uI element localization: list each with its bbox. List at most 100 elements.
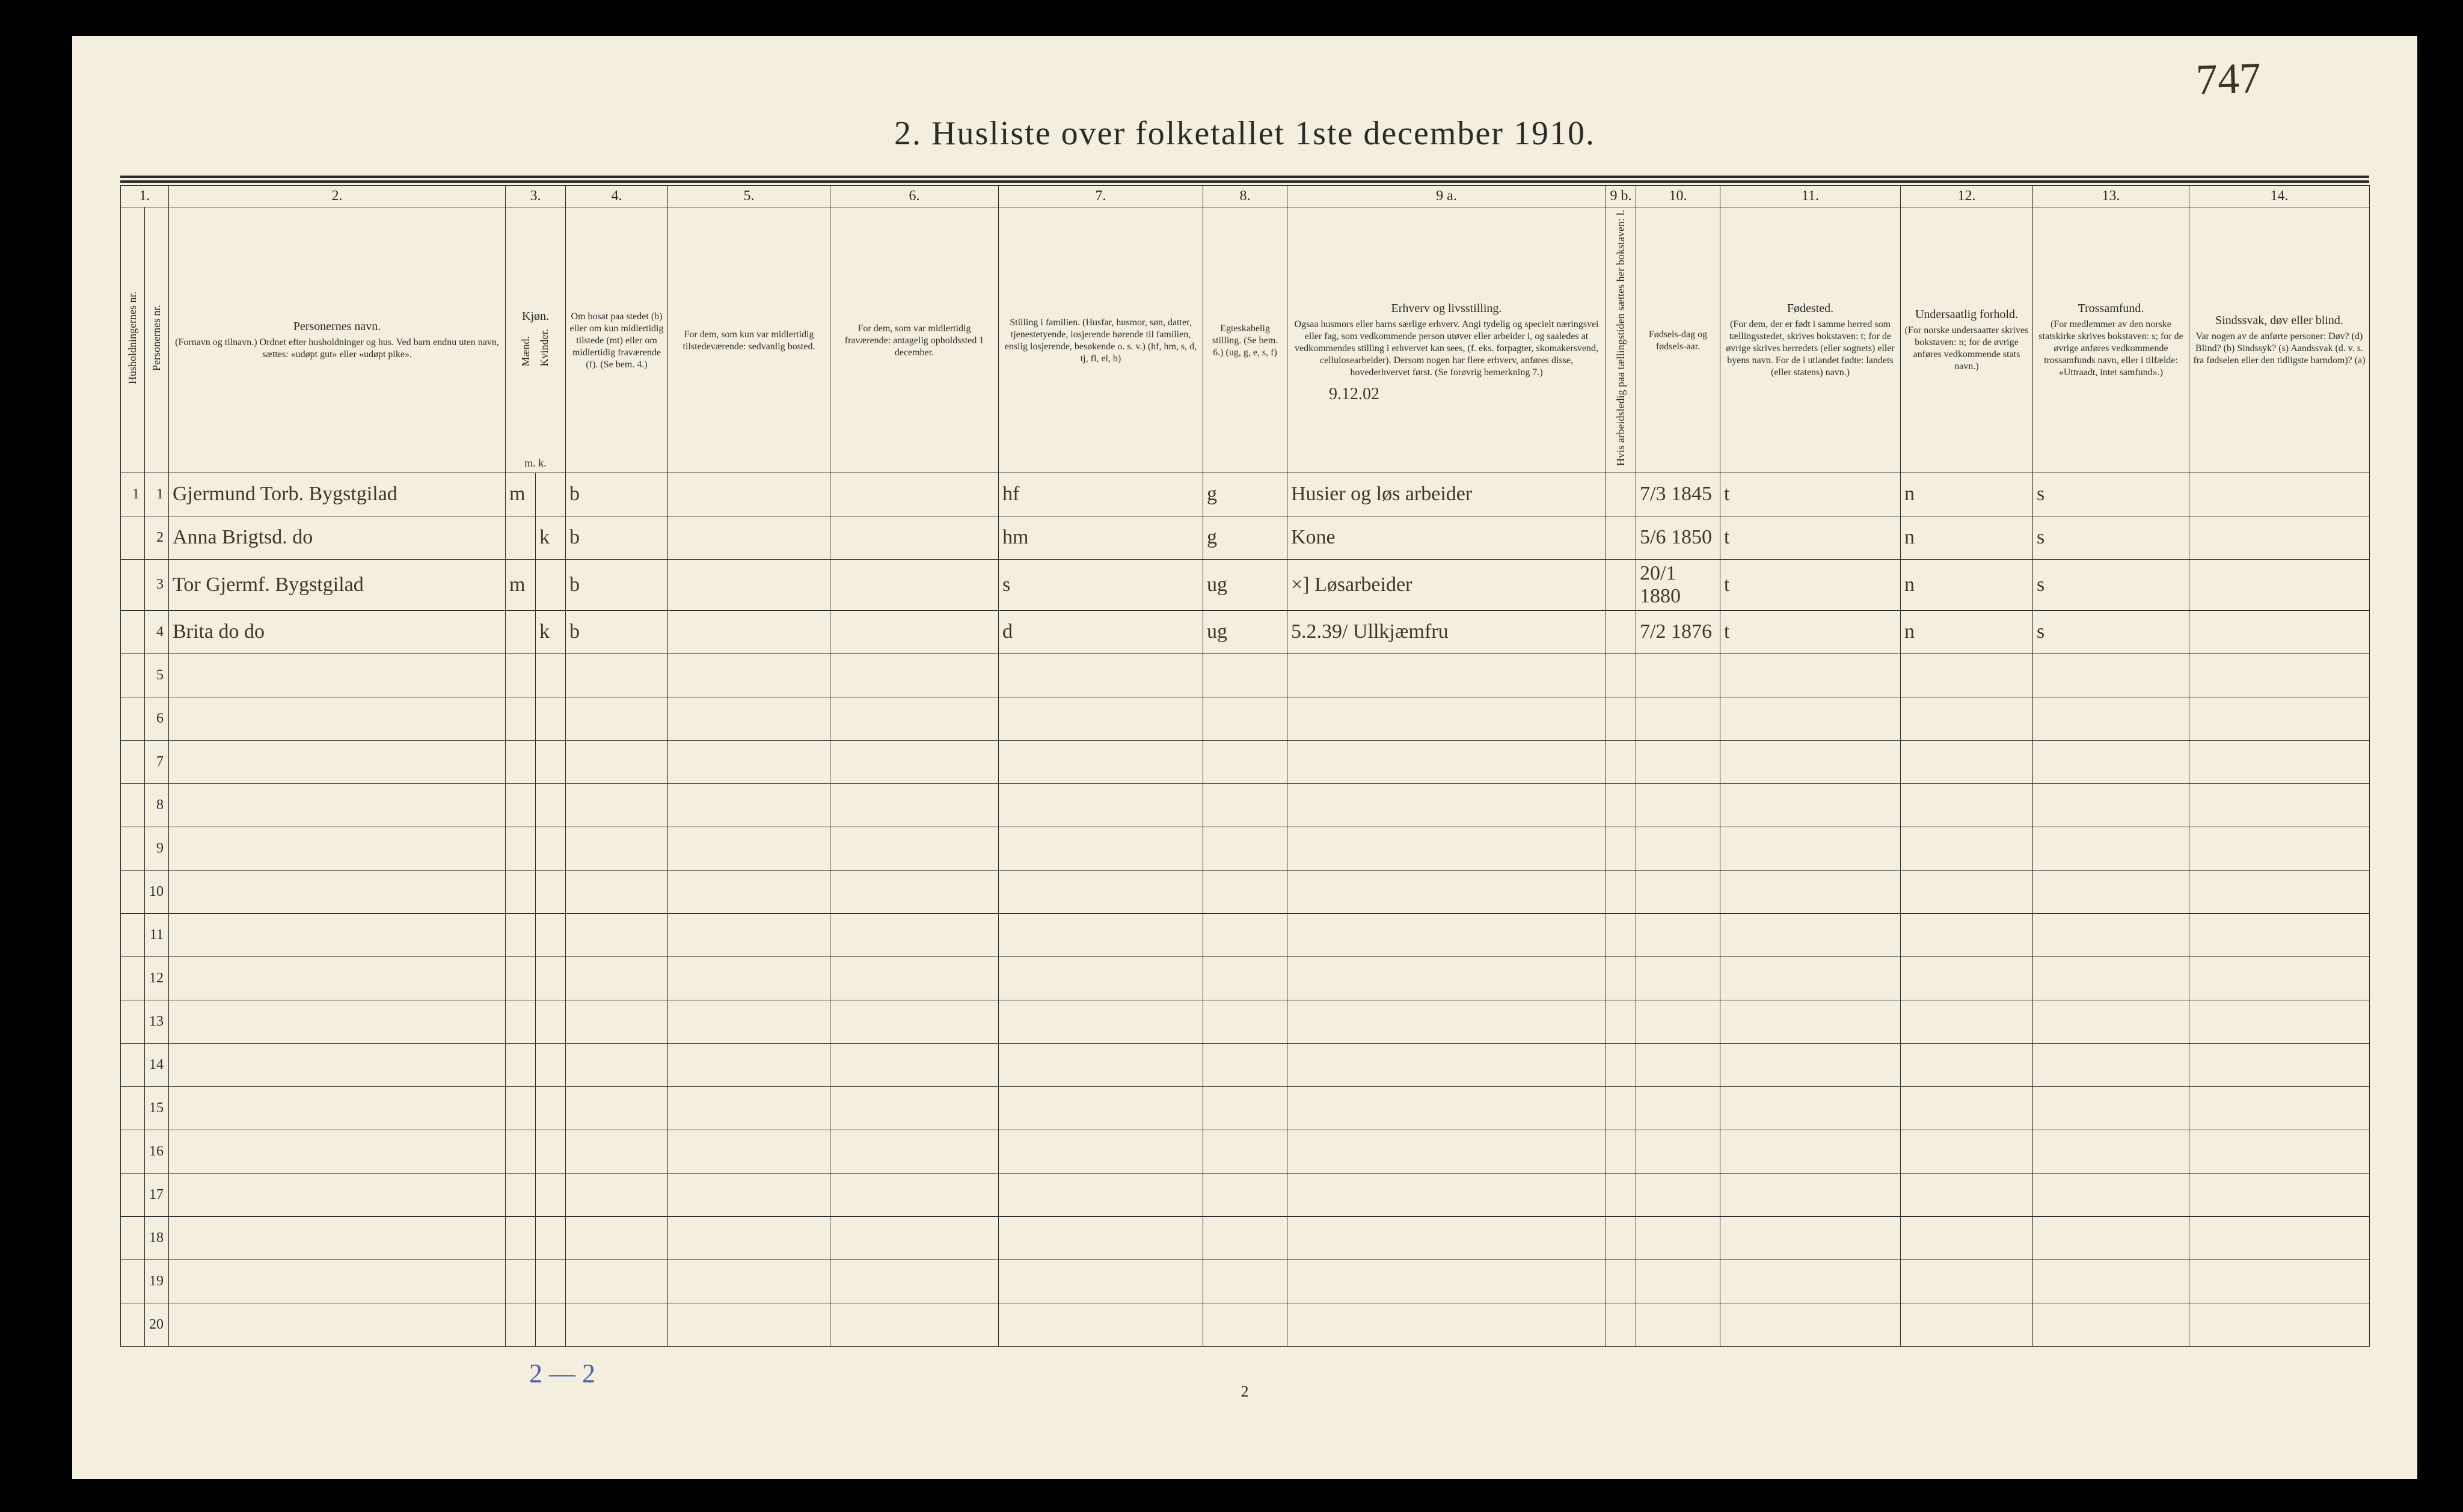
col-num: 9 b. (1606, 186, 1636, 207)
cell-empty (121, 653, 145, 697)
cell-empty (1606, 653, 1636, 697)
cell-empty (1287, 783, 1606, 827)
cell-empty (536, 740, 566, 783)
cell-erhverv: ×] Løsarbeider (1287, 559, 1606, 610)
cell-empty (1720, 653, 1901, 697)
cell-empty (668, 1216, 830, 1259)
cell-stilling: s (999, 559, 1203, 610)
cell-erhverv: Kone (1287, 516, 1606, 559)
cell-empty (999, 870, 1203, 913)
cell-fodested: t (1720, 559, 1901, 610)
cell-empty (830, 1173, 999, 1216)
cell-undersaat: n (1901, 473, 2033, 516)
cell-empty (830, 1043, 999, 1086)
cell-empty (169, 1259, 506, 1303)
cell-empty (1636, 1173, 1720, 1216)
cell-stilling: d (999, 610, 1203, 653)
cell-empty (1287, 1000, 1606, 1043)
cell-empty (1901, 1130, 2033, 1173)
cell-empty (1720, 1259, 1901, 1303)
cell-empty (2033, 1259, 2189, 1303)
cell-empty: 20 (145, 1303, 169, 1346)
cell-empty (536, 1216, 566, 1259)
table-row: 19 (121, 1259, 2370, 1303)
cell-empty (566, 956, 668, 1000)
cell-egte: g (1203, 516, 1287, 559)
cell-empty (1606, 1000, 1636, 1043)
cell-midl-tilstede (668, 559, 830, 610)
cell-empty (2189, 783, 2370, 827)
cell-empty (1606, 1216, 1636, 1259)
cell-empty (2033, 913, 2189, 956)
cell-tros: s (2033, 516, 2189, 559)
cell-empty (1720, 740, 1901, 783)
cell-name: Brita do do (169, 610, 506, 653)
cell-empty (999, 1216, 1203, 1259)
col-header-midl-tilstede: For dem, som kun var midlertidig tilsted… (668, 207, 830, 473)
cell-empty (1287, 1216, 1606, 1259)
cell-empty (566, 1130, 668, 1173)
col-num: 12. (1901, 186, 2033, 207)
cell-empty (668, 1086, 830, 1130)
cell-empty (999, 827, 1203, 870)
cell-empty (169, 1086, 506, 1130)
cell-empty (2189, 1216, 2370, 1259)
cell-empty (169, 1173, 506, 1216)
cell-empty (2033, 1043, 2189, 1086)
cell-empty (830, 1303, 999, 1346)
cell-empty (1287, 827, 1606, 870)
cell-empty (2033, 956, 2189, 1000)
census-table: 1. 2. 3. 4. 5. 6. 7. 8. 9 a. 9 b. 10. 11… (120, 185, 2370, 1347)
cell-empty (1287, 653, 1606, 697)
cell-sindssvak (2189, 516, 2370, 559)
col-num: 6. (830, 186, 999, 207)
cell-empty (506, 783, 536, 827)
cell-empty (536, 956, 566, 1000)
cell-empty (999, 1130, 1203, 1173)
cell-empty (1287, 1259, 1606, 1303)
cell-empty (1203, 1130, 1287, 1173)
cell-empty (169, 697, 506, 740)
cell-empty (1203, 1303, 1287, 1346)
cell-empty (1901, 1043, 2033, 1086)
cell-empty (1636, 1303, 1720, 1346)
col-num: 13. (2033, 186, 2189, 207)
cell-empty (668, 827, 830, 870)
cell-person-nr: 2 (145, 516, 169, 559)
cell-empty (506, 1216, 536, 1259)
cell-empty (999, 783, 1203, 827)
cell-sindssvak (2189, 559, 2370, 610)
table-row: 11 (121, 913, 2370, 956)
col-num: 9 a. (1287, 186, 1606, 207)
cell-empty (169, 827, 506, 870)
cell-empty (1203, 740, 1287, 783)
cell-empty (2189, 653, 2370, 697)
cell-empty (2189, 1173, 2370, 1216)
col-header-fodsel: Fødsels-dag og fødsels-aar. (1636, 207, 1720, 473)
col-num: 1. (121, 186, 169, 207)
cell-fodsel: 7/3 1845 (1636, 473, 1720, 516)
cell-empty (1287, 1173, 1606, 1216)
cell-empty (1901, 1259, 2033, 1303)
cell-empty (536, 1130, 566, 1173)
cell-empty (2189, 1303, 2370, 1346)
cell-empty (1636, 1086, 1720, 1130)
cell-midl-tilstede (668, 473, 830, 516)
cell-empty (1901, 1000, 2033, 1043)
cell-empty (1636, 827, 1720, 870)
cell-empty (1720, 1303, 1901, 1346)
cell-empty (1203, 1000, 1287, 1043)
cell-empty (121, 1086, 145, 1130)
cell-empty: 16 (145, 1130, 169, 1173)
cell-empty (1720, 827, 1901, 870)
cell-empty (830, 697, 999, 740)
col-header-egte: Egteskabelig stilling. (Se bem. 6.) (ug,… (1203, 207, 1287, 473)
cell-empty (1636, 697, 1720, 740)
cell-empty (536, 1303, 566, 1346)
cell-undersaat: n (1901, 516, 2033, 559)
cell-empty (1636, 1259, 1720, 1303)
cell-empty (121, 1303, 145, 1346)
cell-empty (999, 956, 1203, 1000)
col-header-sindssvak: Sindssvak, døv eller blind. Var nogen av… (2189, 207, 2370, 473)
col-header-trossamfund: Trossamfund. (For medlemmer av den norsk… (2033, 207, 2189, 473)
